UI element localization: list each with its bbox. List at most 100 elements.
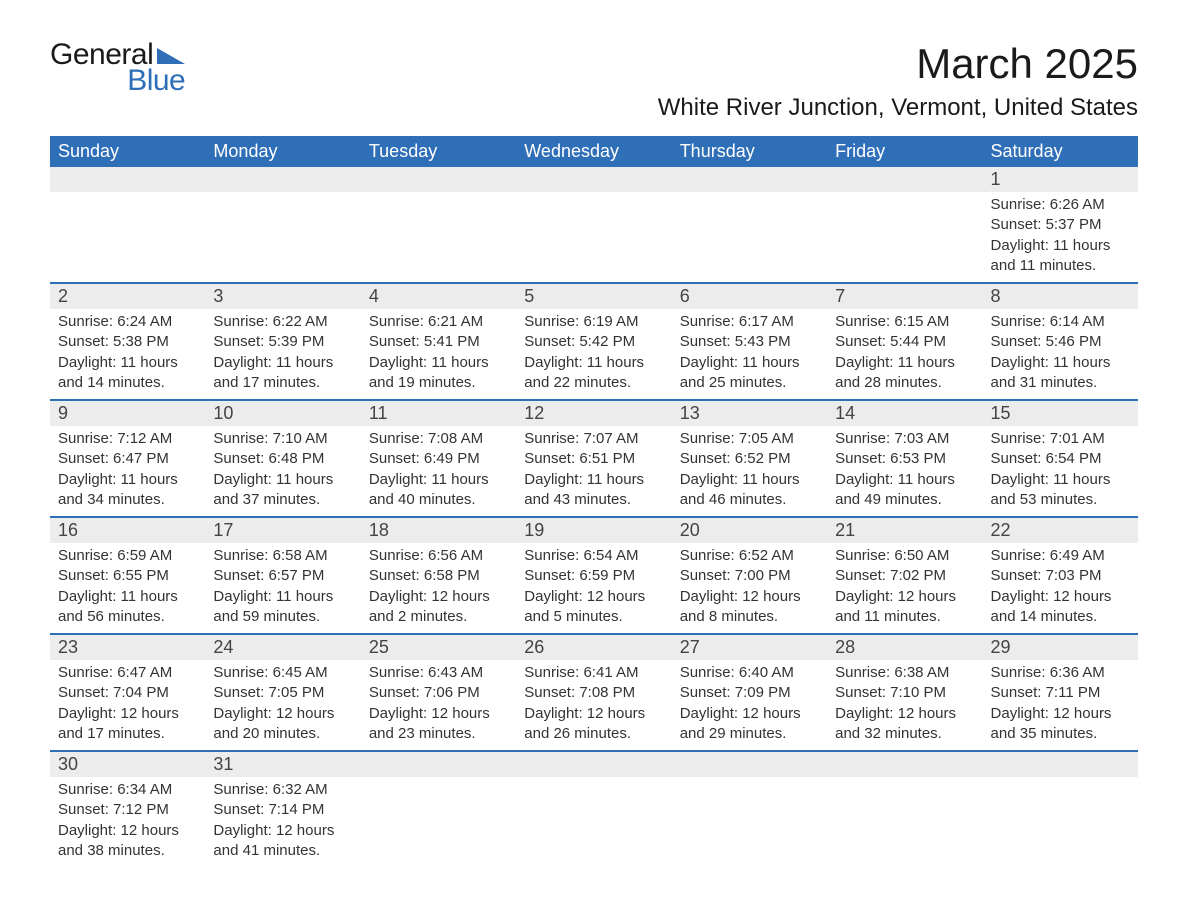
daylight-line: Daylight: 11 hours and 40 minutes. xyxy=(369,470,508,511)
sunset-line-label: Sunset: xyxy=(58,567,113,584)
sunrise-line-value: 6:49 AM xyxy=(1050,547,1105,564)
sunrise-line-label: Sunrise: xyxy=(835,430,894,447)
sunrise-line: Sunrise: 6:34 AM xyxy=(58,780,197,800)
day-number: 7 xyxy=(835,286,845,306)
daylight-line: Daylight: 12 hours and 2 minutes. xyxy=(369,587,508,628)
sunset-line: Sunset: 5:37 PM xyxy=(991,215,1130,235)
day-number: 3 xyxy=(213,286,223,306)
sunset-line-value: 5:41 PM xyxy=(424,333,480,350)
brand-logo: General Blue xyxy=(50,40,185,96)
day-detail-cell: Sunrise: 6:15 AMSunset: 5:44 PMDaylight:… xyxy=(827,309,982,400)
daylight-line-label: Daylight: xyxy=(680,354,743,371)
day-number: 2 xyxy=(58,286,68,306)
sunrise-line-label: Sunrise: xyxy=(991,196,1050,213)
day-number-cell xyxy=(672,751,827,777)
sunset-line: Sunset: 7:04 PM xyxy=(58,683,197,703)
day-number: 21 xyxy=(835,520,855,540)
sunset-line-value: 7:12 PM xyxy=(113,801,169,818)
sunset-line: Sunset: 6:57 PM xyxy=(213,566,352,586)
sunset-line-value: 7:04 PM xyxy=(113,684,169,701)
day-number: 18 xyxy=(369,520,389,540)
day-number: 9 xyxy=(58,403,68,423)
day-detail-row: Sunrise: 6:26 AMSunset: 5:37 PMDaylight:… xyxy=(50,192,1138,283)
daylight-line: Daylight: 11 hours and 17 minutes. xyxy=(213,353,352,394)
daylight-line-label: Daylight: xyxy=(524,705,587,722)
sunrise-line-label: Sunrise: xyxy=(991,547,1050,564)
daylight-line: Daylight: 11 hours and 31 minutes. xyxy=(991,353,1130,394)
sunrise-line-label: Sunrise: xyxy=(524,547,583,564)
sunset-line-label: Sunset: xyxy=(835,450,890,467)
sunset-line: Sunset: 7:08 PM xyxy=(524,683,663,703)
daylight-line: Daylight: 12 hours and 14 minutes. xyxy=(991,587,1130,628)
day-number-row: 2345678 xyxy=(50,283,1138,309)
daylight-line-label: Daylight: xyxy=(991,471,1054,488)
sunset-line-label: Sunset: xyxy=(58,684,113,701)
day-detail-cell: Sunrise: 6:14 AMSunset: 5:46 PMDaylight:… xyxy=(983,309,1138,400)
sunrise-line: Sunrise: 6:41 AM xyxy=(524,663,663,683)
daylight-line-label: Daylight: xyxy=(835,588,898,605)
sunset-line: Sunset: 6:58 PM xyxy=(369,566,508,586)
day-detail-cell: Sunrise: 7:08 AMSunset: 6:49 PMDaylight:… xyxy=(361,426,516,517)
daylight-line-label: Daylight: xyxy=(680,705,743,722)
day-detail-cell: Sunrise: 6:36 AMSunset: 7:11 PMDaylight:… xyxy=(983,660,1138,751)
sunset-line: Sunset: 7:06 PM xyxy=(369,683,508,703)
sunset-line-label: Sunset: xyxy=(369,450,424,467)
daylight-line-label: Daylight: xyxy=(991,705,1054,722)
sunrise-line: Sunrise: 6:52 AM xyxy=(680,546,819,566)
sunset-line: Sunset: 6:55 PM xyxy=(58,566,197,586)
day-number-cell xyxy=(827,167,982,192)
sunset-line-value: 7:02 PM xyxy=(890,567,946,584)
sunset-line-label: Sunset: xyxy=(835,333,890,350)
day-number-cell: 14 xyxy=(827,400,982,426)
day-detail-cell xyxy=(672,777,827,867)
day-number: 27 xyxy=(680,637,700,657)
sunrise-line: Sunrise: 6:17 AM xyxy=(680,312,819,332)
sunrise-line-label: Sunrise: xyxy=(213,313,272,330)
sunrise-line: Sunrise: 6:59 AM xyxy=(58,546,197,566)
sunrise-line-value: 6:19 AM xyxy=(583,313,638,330)
day-detail-cell: Sunrise: 6:54 AMSunset: 6:59 PMDaylight:… xyxy=(516,543,671,634)
day-number: 24 xyxy=(213,637,233,657)
sunrise-line: Sunrise: 6:56 AM xyxy=(369,546,508,566)
sunrise-line-value: 7:10 AM xyxy=(273,430,328,447)
weekday-header: Thursday xyxy=(672,136,827,167)
day-number-cell xyxy=(983,751,1138,777)
day-detail-cell xyxy=(827,192,982,283)
sunset-line: Sunset: 6:47 PM xyxy=(58,449,197,469)
day-detail-cell: Sunrise: 6:34 AMSunset: 7:12 PMDaylight:… xyxy=(50,777,205,867)
daylight-line: Daylight: 11 hours and 59 minutes. xyxy=(213,587,352,628)
day-detail-cell: Sunrise: 6:50 AMSunset: 7:02 PMDaylight:… xyxy=(827,543,982,634)
sunrise-line-value: 6:45 AM xyxy=(273,664,328,681)
daylight-line: Daylight: 11 hours and 37 minutes. xyxy=(213,470,352,511)
sunrise-line: Sunrise: 6:21 AM xyxy=(369,312,508,332)
daylight-line-label: Daylight: xyxy=(213,705,276,722)
daylight-line: Daylight: 11 hours and 53 minutes. xyxy=(991,470,1130,511)
sunrise-line-label: Sunrise: xyxy=(369,547,428,564)
sunrise-line-value: 6:47 AM xyxy=(117,664,172,681)
day-detail-row: Sunrise: 6:24 AMSunset: 5:38 PMDaylight:… xyxy=(50,309,1138,400)
sunrise-line-value: 6:40 AM xyxy=(739,664,794,681)
daylight-line: Daylight: 12 hours and 20 minutes. xyxy=(213,704,352,745)
sunset-line: Sunset: 7:14 PM xyxy=(213,800,352,820)
day-number-cell xyxy=(50,167,205,192)
weekday-header: Monday xyxy=(205,136,360,167)
daylight-line: Daylight: 11 hours and 14 minutes. xyxy=(58,353,197,394)
day-number-cell xyxy=(361,167,516,192)
day-number-cell: 18 xyxy=(361,517,516,543)
sunrise-line-label: Sunrise: xyxy=(680,313,739,330)
sunrise-line-label: Sunrise: xyxy=(991,430,1050,447)
sunrise-line-label: Sunrise: xyxy=(58,430,117,447)
sunset-line-value: 7:00 PM xyxy=(735,567,791,584)
sunrise-line-value: 6:56 AM xyxy=(428,547,483,564)
sunrise-line: Sunrise: 6:58 AM xyxy=(213,546,352,566)
day-number-cell xyxy=(361,751,516,777)
sunset-line-value: 7:03 PM xyxy=(1046,567,1102,584)
day-number-cell: 26 xyxy=(516,634,671,660)
sunrise-line-value: 7:05 AM xyxy=(739,430,794,447)
day-detail-cell: Sunrise: 6:58 AMSunset: 6:57 PMDaylight:… xyxy=(205,543,360,634)
daylight-line: Daylight: 11 hours and 28 minutes. xyxy=(835,353,974,394)
sunset-line-label: Sunset: xyxy=(524,684,579,701)
sunrise-line: Sunrise: 6:24 AM xyxy=(58,312,197,332)
sunset-line-value: 6:57 PM xyxy=(268,567,324,584)
sunrise-line: Sunrise: 6:50 AM xyxy=(835,546,974,566)
